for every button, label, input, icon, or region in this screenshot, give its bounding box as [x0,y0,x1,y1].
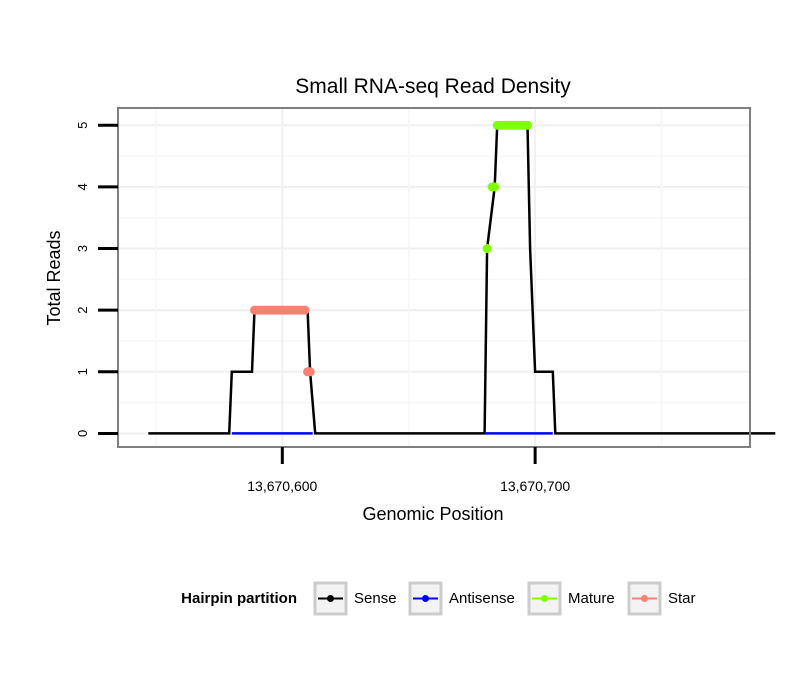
grid-lines [118,108,750,447]
series-layer [148,120,776,435]
series-mature-point [490,182,500,192]
y-tick-label: 2 [75,307,90,314]
series-star-point [300,305,310,315]
x-tick-label: 13,670,600 [247,478,317,494]
y-tick-label: 5 [75,122,90,129]
series-star-point [305,367,315,377]
series-mature-point [482,244,492,254]
series-mature-point [523,120,533,130]
series-sense-line [148,124,776,435]
chart-title: Small RNA-seq Read Density [295,75,571,98]
legend-sense-key-point [327,595,334,602]
y-tick-label: 3 [75,245,90,252]
x-axis-label: Genomic Position [362,504,503,524]
legend-star-label: Star [668,590,696,607]
legend: Hairpin partition Sense Antisense Mature St… [181,581,696,616]
y-tick-label: 4 [75,183,90,190]
legend-sense-label: Sense [354,590,397,607]
legend-star-key-point [641,595,648,602]
plot-panel-border [117,107,751,448]
legend-mature-key-point [541,595,548,602]
x-tick-label: 13,670,700 [500,478,570,494]
x-axis: 13,670,600 13,670,700 [247,447,570,494]
legend-title: Hairpin partition [181,590,297,607]
legend-entries: Sense Antisense Mature Star [313,581,696,616]
legend-mature-label: Mature [568,590,615,607]
y-tick-label: 0 [75,430,90,437]
legend-antisense-key-point [422,595,429,602]
y-tick-label: 1 [75,368,90,375]
legend-antisense-label: Antisense [449,590,515,607]
y-axis-label: Total Reads [44,230,64,325]
y-axis: 0 1 2 3 4 5 [75,122,118,437]
